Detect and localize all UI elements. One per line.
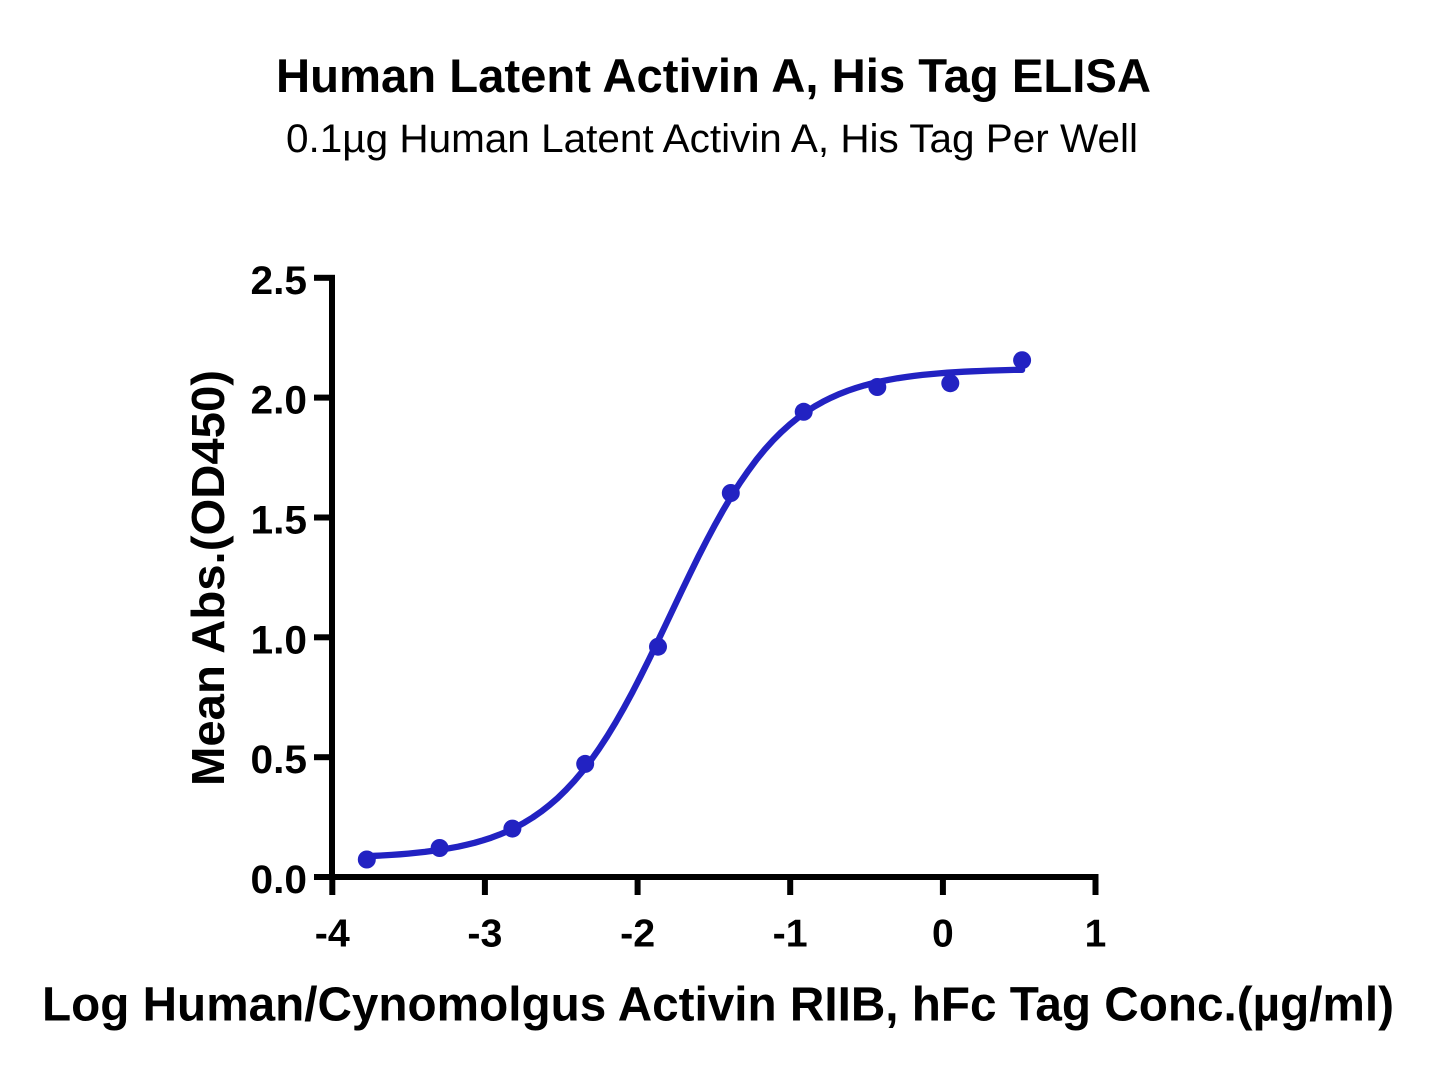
svg-text:1.5: 1.5	[251, 499, 308, 543]
svg-text:0: 0	[932, 913, 954, 956]
svg-text:-4: -4	[315, 913, 350, 956]
svg-text:-1: -1	[773, 913, 808, 956]
svg-text:2.5: 2.5	[251, 259, 308, 303]
svg-text:2.0: 2.0	[251, 379, 308, 423]
svg-text:Log Human/Cynomolgus Activin R: Log Human/Cynomolgus Activin RIIB, hFc T…	[42, 979, 1394, 1032]
svg-text:0.0: 0.0	[251, 858, 308, 902]
svg-text:0.5: 0.5	[251, 738, 308, 782]
svg-text:0.1µg Human Latent Activin A,: 0.1µg Human Latent Activin A, His Tag Pe…	[286, 117, 1138, 161]
svg-text:1: 1	[1085, 913, 1107, 956]
svg-text:Human Latent Activin A, His Ta: Human Latent Activin A, His Tag ELISA	[276, 49, 1151, 102]
svg-text:1.0: 1.0	[251, 618, 308, 662]
svg-text:-2: -2	[620, 913, 655, 956]
svg-text:-3: -3	[467, 913, 502, 956]
svg-text:Mean Abs.(OD450): Mean Abs.(OD450)	[182, 370, 234, 786]
